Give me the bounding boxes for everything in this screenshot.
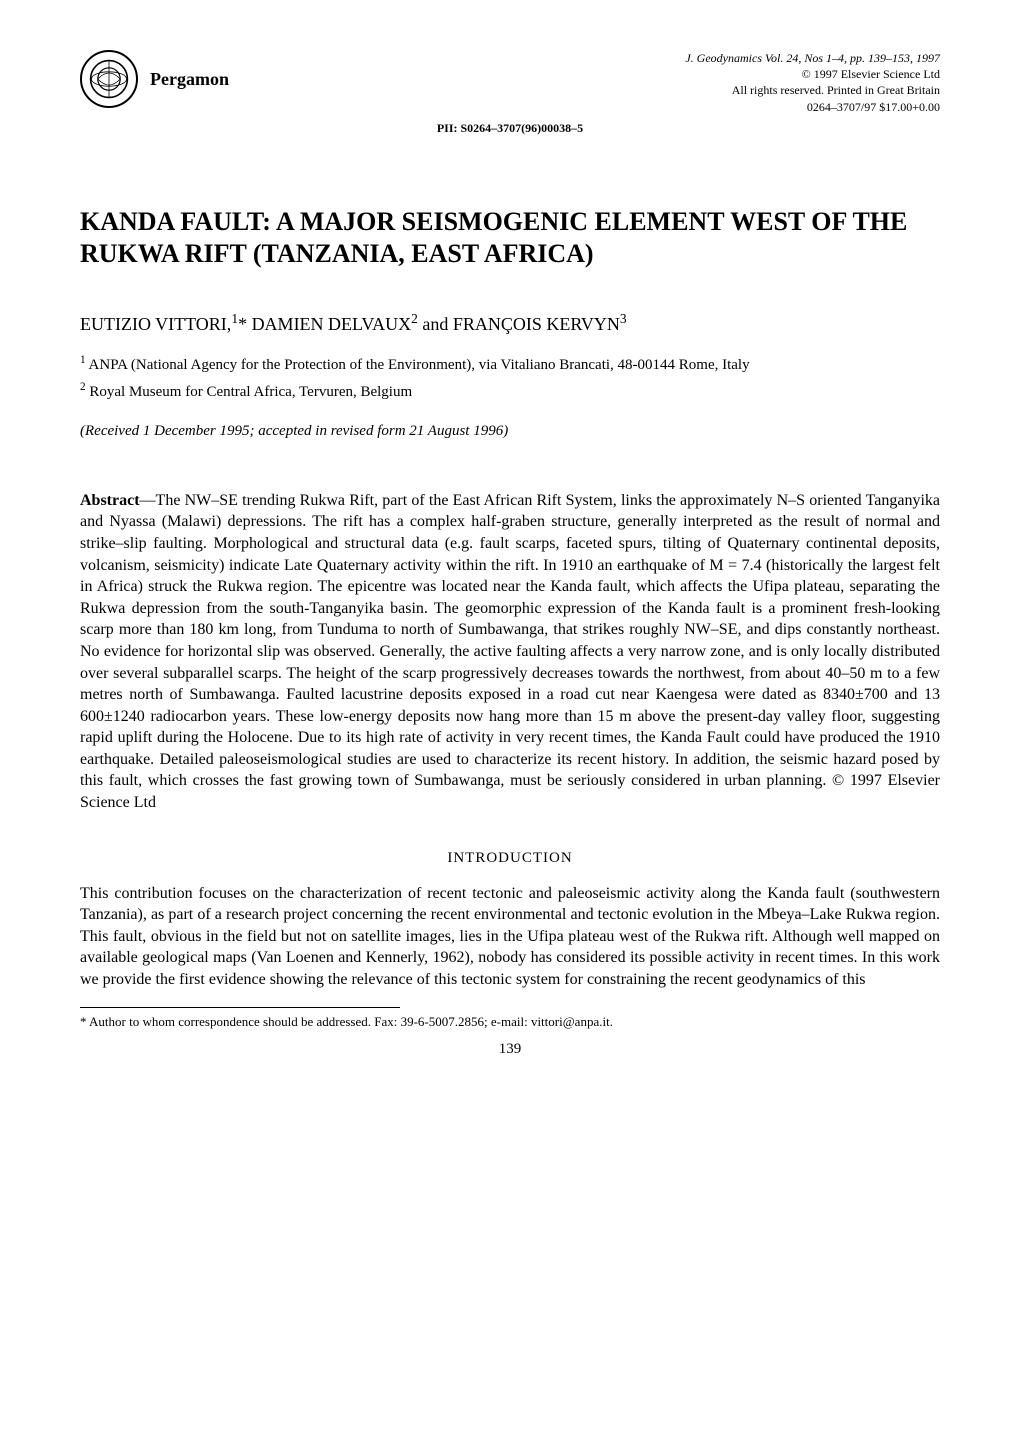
publisher-name: Pergamon (150, 69, 229, 90)
page: Pergamon J. Geodynamics Vol. 24, Nos 1–4… (0, 0, 1020, 1437)
journal-rights: All rights reserved. Printed in Great Br… (685, 82, 940, 98)
section-heading-introduction: INTRODUCTION (80, 850, 940, 867)
pii: PII: S0264–3707(96)00038–5 (80, 121, 940, 136)
journal-citation: J. Geodynamics Vol. 24, Nos 1–4, pp. 139… (685, 51, 940, 65)
publisher-block: Pergamon (80, 50, 229, 108)
page-number: 139 (80, 1041, 940, 1058)
abstract: Abstract—The NW–SE trending Rukwa Rift, … (80, 490, 940, 814)
article-title: KANDA FAULT: A MAJOR SEISMOGENIC ELEMENT… (80, 206, 940, 271)
intro-paragraph-1: This contribution focuses on the charact… (80, 883, 940, 991)
affiliation-1: 1 ANPA (National Agency for the Protecti… (80, 353, 940, 376)
journal-meta: J. Geodynamics Vol. 24, Nos 1–4, pp. 139… (685, 50, 940, 115)
pergamon-logo-icon (80, 50, 138, 108)
authors: EUTIZIO VITTORI,1* DAMIEN DELVAUX2 and F… (80, 311, 940, 335)
footnote-rule (80, 1007, 400, 1008)
journal-copyright: © 1997 Elsevier Science Ltd (685, 66, 940, 82)
received-dates: (Received 1 December 1995; accepted in r… (80, 423, 940, 440)
corresponding-author-footnote: * Author to whom correspondence should b… (80, 1014, 940, 1031)
header: Pergamon J. Geodynamics Vol. 24, Nos 1–4… (80, 50, 940, 115)
affiliation-2: 2 Royal Museum for Central Africa, Tervu… (80, 380, 940, 403)
journal-issn-price: 0264–3707/97 $17.00+0.00 (685, 99, 940, 115)
